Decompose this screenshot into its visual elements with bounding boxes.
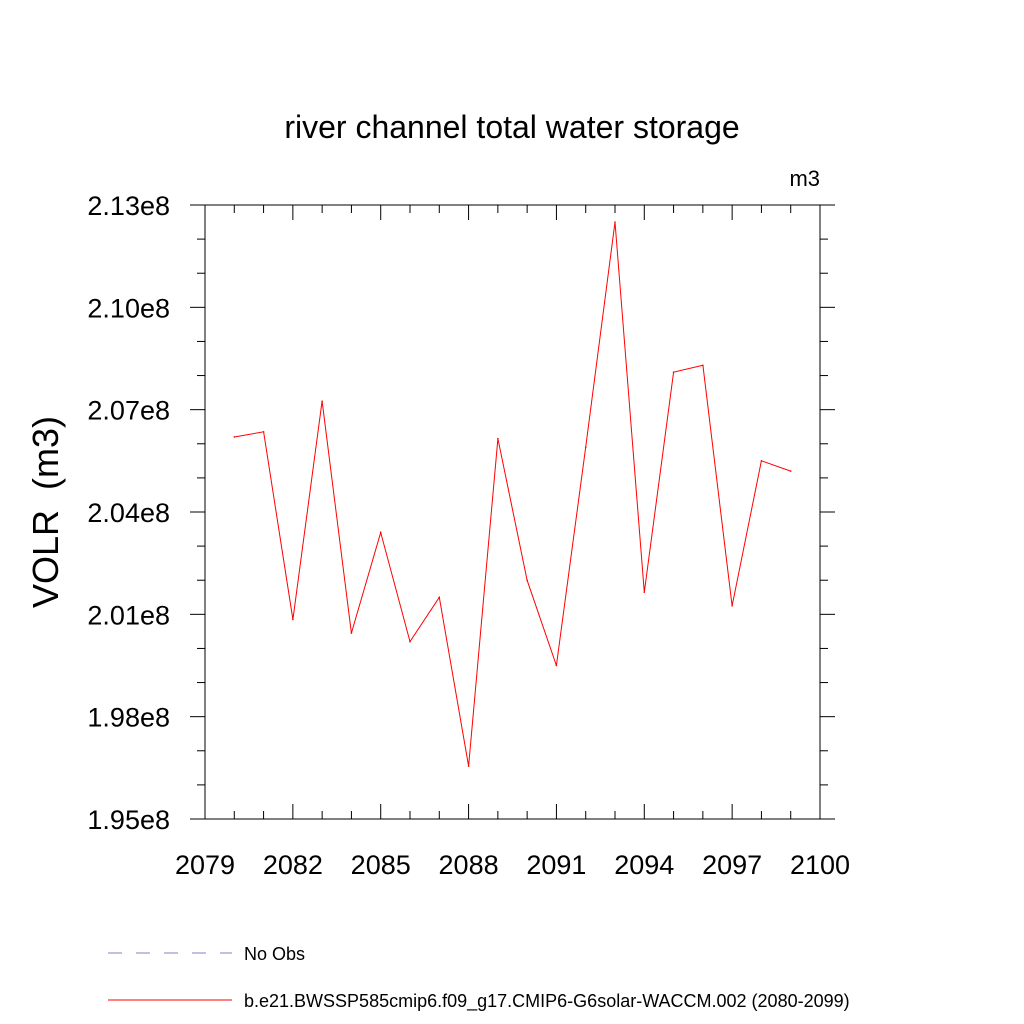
axis-tick-labels: 2079 2082 2085 2088 2091 2094 2097 2100 1.95e8 1.… xyxy=(87,191,850,880)
data-point xyxy=(760,460,763,462)
x-tick-label: 2082 xyxy=(263,850,323,880)
data-point xyxy=(497,437,499,440)
y-tick-label: 2.10e8 xyxy=(87,293,170,323)
y-tick-label: 2.13e8 xyxy=(87,191,170,221)
legend-label: No Obs xyxy=(244,944,305,964)
data-point xyxy=(555,664,558,667)
y-tick-label: 1.95e8 xyxy=(87,805,170,835)
data-point xyxy=(526,579,528,582)
y-tick-label: 2.01e8 xyxy=(87,600,170,630)
data-point xyxy=(379,531,382,534)
data-point xyxy=(584,446,587,448)
data-point xyxy=(321,400,323,402)
x-tick-label: 2097 xyxy=(702,850,762,880)
data-point xyxy=(789,470,792,472)
data-point xyxy=(262,431,265,433)
data-point xyxy=(292,618,294,621)
data-point xyxy=(643,591,646,593)
axis-ticks xyxy=(190,204,835,820)
y-tick-label: 2.07e8 xyxy=(87,396,170,426)
y-tick-label: 1.98e8 xyxy=(87,703,170,733)
data-point xyxy=(614,221,616,223)
series-layer xyxy=(233,221,792,767)
chart-title: river channel total water storage xyxy=(284,109,739,145)
x-tick-label: 2085 xyxy=(351,850,411,880)
y-axis-label: VOLR (m3) xyxy=(25,416,66,608)
data-point xyxy=(438,596,441,599)
plot-frame xyxy=(204,204,821,820)
data-point xyxy=(467,765,470,767)
x-tick-label: 2094 xyxy=(614,850,674,880)
data-point xyxy=(702,364,704,367)
legend: No Obs b.e21.BWSSP585cmip6.f09_g17.CMIP6-… xyxy=(108,944,850,1012)
x-tick-label: 2100 xyxy=(790,850,850,880)
legend-label: b.e21.BWSSP585cmip6.f09_g17.CMIP6-G6sola… xyxy=(244,991,850,1012)
x-tick-label: 2088 xyxy=(439,850,499,880)
x-tick-label: 2079 xyxy=(175,850,235,880)
data-point xyxy=(350,632,353,634)
y-tick-label: 2.04e8 xyxy=(87,498,170,528)
data-point xyxy=(672,371,675,373)
data-point xyxy=(409,640,411,643)
series-line xyxy=(234,222,791,767)
data-point xyxy=(233,436,236,438)
x-tick-label: 2091 xyxy=(526,850,586,880)
units-label: m3 xyxy=(789,166,820,191)
data-point xyxy=(731,605,733,607)
